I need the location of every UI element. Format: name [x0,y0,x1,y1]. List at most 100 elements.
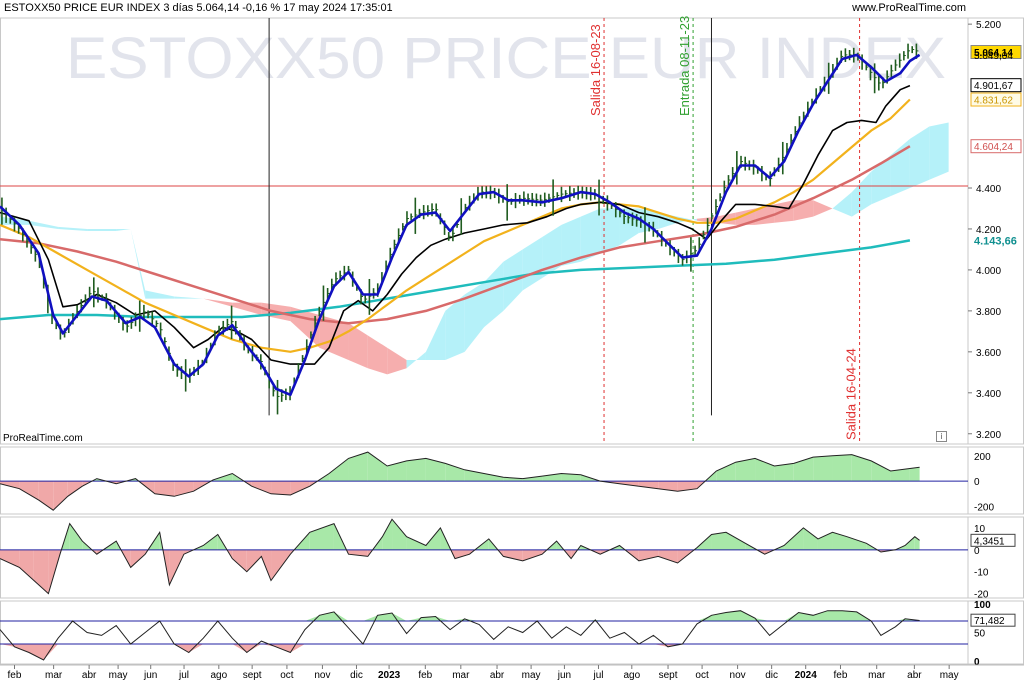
osc-fill [909,467,920,482]
kumo-segment [890,138,910,197]
rsi-overbought-fill [0,610,920,622]
osc-y-label: 200 [974,452,991,463]
x-tick-label: mar [45,670,63,681]
rsi-y-label: 50 [974,629,986,640]
osc-fill [851,454,872,482]
osc-fill [329,458,349,482]
osc-fill [67,481,83,497]
y-tick-label: 4.200 [976,225,1001,236]
osc-fill [561,473,581,482]
x-tick-label: abr [490,670,505,681]
x-tick-label: sept [243,670,262,681]
price-label: 4.143,66 [974,235,1017,247]
rsi-line [0,610,920,661]
osc-fill [406,536,426,550]
kumo-segment [145,290,175,299]
info-icon[interactable]: i [936,431,947,442]
pane-frame-3 [0,600,1024,665]
x-tick-label: oct [695,670,709,681]
osc-fill [154,481,175,497]
osc-fill [658,549,678,563]
osc-fill [290,481,310,496]
osc-fill [19,549,34,581]
x-tick-label: abr [907,670,922,681]
osc-area-2 [0,519,920,594]
x-tick-label: feb [418,670,432,681]
osc-fill [454,549,470,559]
osc-y-label: -10 [974,568,989,579]
kumo-segment [58,226,88,231]
osc-fill [503,549,523,561]
osc-fill [367,452,388,482]
watermark-title: ESTOXX50 PRICE EUR INDEX [66,26,946,91]
price-label-box [971,233,1021,247]
price-label-box [970,139,1022,154]
x-tick-label: abr [82,670,97,681]
osc-fill [793,457,814,482]
osc-fill [484,473,504,482]
x-tick-label: 2023 [378,670,401,681]
x-tick-label: may [940,670,959,681]
event-label: Salida 16-04-24 [844,348,859,440]
rsi-fill [0,610,920,660]
series-yellow_ma [0,98,911,353]
osc-fill [774,463,794,482]
osc-fill [784,527,804,550]
series-black_line [0,84,911,365]
kumo-segment [87,228,117,231]
x-tick-label: jul [178,670,189,681]
kumo-segment [851,171,872,217]
rsi-value-box [970,613,1016,627]
price-label: 4.901,67 [974,81,1013,92]
x-tick-label: mar [868,670,886,681]
osc-fill [232,549,247,572]
osc-fill [735,458,756,482]
x-tick-label: may [109,670,128,681]
osc-fill [638,549,659,561]
osc-area-1 [0,452,920,511]
brand-label: ProRealTime.com [3,433,83,444]
price-label: 5.064,14 [974,48,1013,59]
osc-y-label: 4,3451 [974,536,1005,547]
osc-fill [19,481,39,501]
osc-fill [716,462,736,482]
osc-line-1 [0,451,920,511]
rsi-y-label: 100 [974,600,991,611]
x-tick-label: ago [623,670,640,681]
osc-fill [464,469,484,482]
price-label: 4.604,24 [974,142,1013,153]
price-label: 4.831,62 [974,96,1013,107]
rsi-y-label: 0 [974,657,980,668]
osc-fill [130,549,146,568]
osc-fill [425,458,446,482]
x-tick-label: oct [280,670,294,681]
kumo-segment [406,351,426,369]
osc-fill [203,534,218,550]
osc-fill [261,549,272,581]
rsi-oversold-fill [0,643,920,660]
rsi-y-label: 71,482 [974,616,1005,627]
price-label: 5.049,04 [974,51,1013,62]
osc-fill [711,532,726,550]
price-label-box [970,78,1022,93]
osc-fill [348,452,368,482]
kumo-segment [367,335,388,375]
osc-fill [522,549,543,561]
kumo-segment [203,298,233,307]
x-tick-label: nov [314,670,330,681]
osc-fill [38,481,54,511]
kumo-segment [387,347,407,375]
kumo-segment [909,126,930,188]
osc-fill [890,468,910,482]
x-tick-label: dic [350,670,363,681]
osc-fill [871,460,891,482]
site-url[interactable]: www.ProRealTime.com [852,2,966,14]
osc-fill [726,532,746,550]
osc-fill [832,454,852,482]
kumo-segment [425,310,446,361]
osc-fill [271,481,291,496]
kumo-segment [580,208,601,262]
kumo-segment [484,261,504,328]
